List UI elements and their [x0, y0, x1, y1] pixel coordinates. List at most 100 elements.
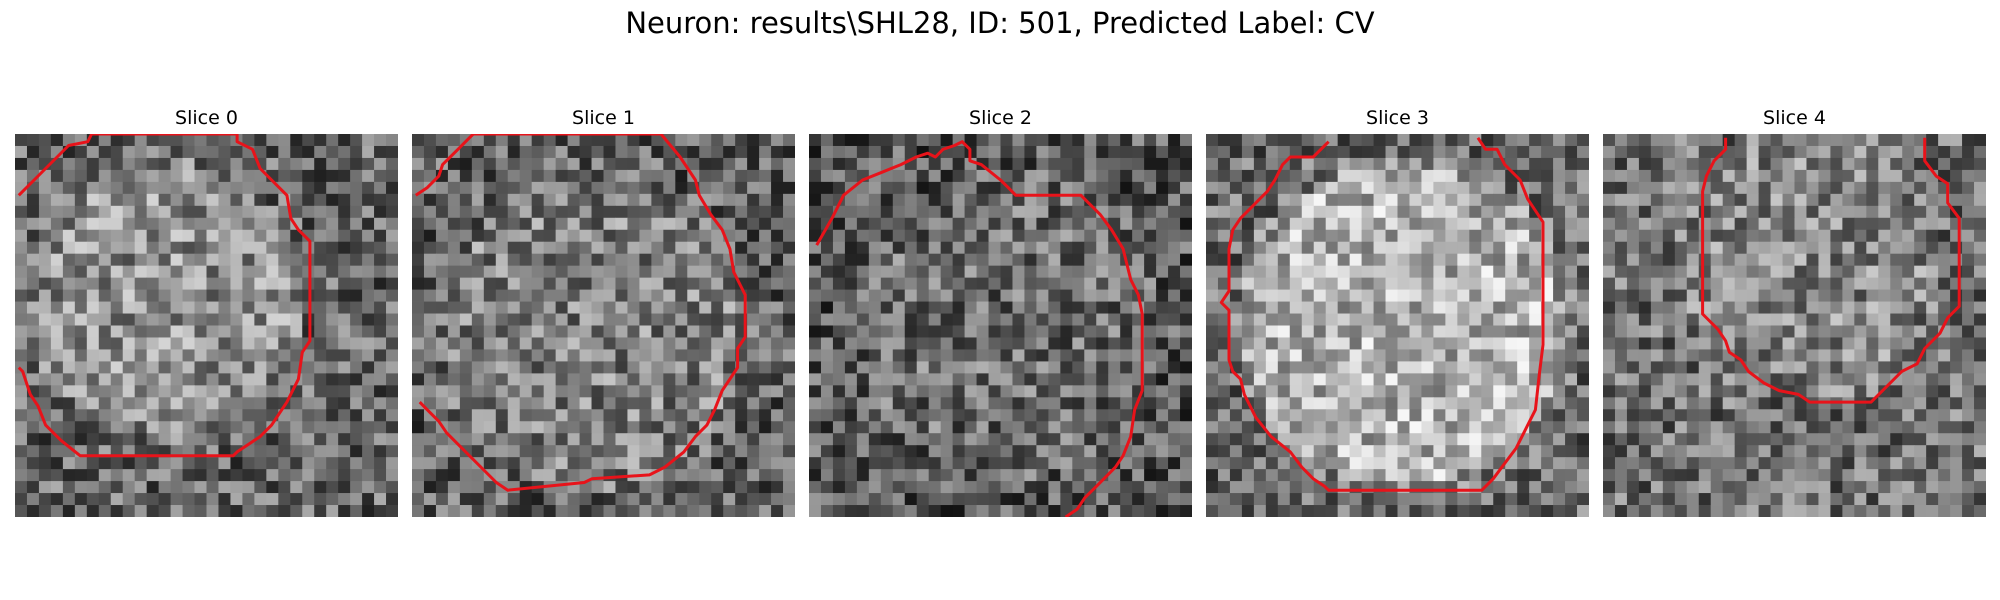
pixel: [1012, 385, 1025, 398]
pixel: [134, 193, 148, 207]
slice-title: Slice 2: [969, 107, 1032, 129]
pixel: [350, 457, 363, 470]
pixel: [1541, 445, 1554, 458]
pixel: [1577, 313, 1589, 326]
pixel: [809, 493, 822, 506]
pixel: [1421, 289, 1434, 302]
pixel: [1662, 205, 1676, 219]
pixel: [976, 421, 989, 434]
pixel: [1614, 337, 1628, 350]
pixel: [182, 205, 195, 219]
pixel: [820, 301, 834, 314]
pixel: [1084, 361, 1097, 374]
pixel: [531, 217, 545, 231]
pixel: [146, 229, 160, 243]
pixel: [1638, 445, 1652, 458]
pixel: [386, 397, 398, 410]
pixel: [98, 301, 112, 314]
pixel: [1012, 301, 1025, 314]
pixel: [1854, 373, 1867, 386]
pixel: [495, 397, 509, 410]
pixel: [483, 373, 497, 386]
pixel: [230, 409, 243, 422]
pixel: [362, 397, 375, 410]
pixel: [146, 277, 160, 290]
pixel: [531, 457, 545, 470]
pixel: [483, 229, 497, 243]
pixel: [771, 277, 784, 290]
pixel: [302, 193, 315, 207]
pixel: [1698, 349, 1712, 362]
pixel: [1397, 445, 1410, 458]
pixel: [1650, 325, 1664, 338]
pixel: [302, 349, 315, 362]
pixel: [1253, 337, 1267, 350]
pixel: [1878, 277, 1891, 290]
pixel: [1662, 349, 1676, 362]
pixel: [1337, 409, 1351, 422]
pixel: [1457, 505, 1470, 517]
pixel: [314, 265, 327, 279]
pixel: [1890, 445, 1903, 458]
pixel: [15, 253, 28, 267]
pixel: [1301, 397, 1315, 410]
pixel: [988, 361, 1001, 374]
pixel: [86, 277, 100, 290]
pixel: [1012, 373, 1025, 386]
pixel: [1217, 409, 1231, 422]
pixel: [976, 445, 989, 458]
pixel: [1253, 134, 1267, 147]
pixel: [1265, 349, 1279, 362]
pixel: [134, 241, 148, 255]
pixel: [1337, 313, 1351, 326]
pixel: [651, 277, 664, 290]
pixel: [675, 457, 688, 470]
pixel: [435, 349, 449, 362]
pixel: [1505, 193, 1518, 207]
pixel: [254, 301, 267, 314]
pixel: [1253, 469, 1267, 482]
pixel: [952, 493, 965, 506]
slice-image-3: [1206, 134, 1589, 517]
pixel: [1325, 157, 1339, 171]
pixel: [230, 397, 243, 410]
pixel: [940, 409, 954, 422]
pixel: [1072, 181, 1085, 195]
pixel: [1457, 145, 1470, 159]
pixel: [627, 169, 640, 183]
pixel: [940, 134, 954, 147]
pixel: [182, 157, 195, 171]
pixel: [1806, 361, 1819, 374]
pixel: [1517, 205, 1530, 219]
pixel: [1385, 373, 1398, 386]
pixel: [362, 349, 375, 362]
pixel: [1000, 169, 1013, 183]
pixel: [350, 229, 363, 243]
pixel: [254, 289, 267, 302]
pixel: [1565, 505, 1578, 517]
pixel: [1842, 217, 1855, 231]
pixel: [880, 289, 894, 302]
pixel: [435, 253, 449, 267]
pixel: [1229, 325, 1243, 338]
pixel: [1457, 169, 1470, 183]
pixel: [771, 157, 784, 171]
pixel: [1096, 505, 1109, 517]
pixel: [459, 421, 473, 434]
pixel: [122, 493, 136, 506]
pixel: [74, 457, 88, 470]
pixel: [1433, 157, 1446, 171]
pixel: [15, 217, 28, 231]
pixel: [1650, 313, 1664, 326]
pixel: [531, 181, 545, 195]
pixel: [1481, 157, 1494, 171]
pixel: [1734, 457, 1748, 470]
pixel: [832, 253, 846, 267]
pixel: [543, 181, 557, 195]
pixel: [1301, 265, 1315, 279]
pixel: [1662, 325, 1676, 338]
pixel: [1120, 337, 1133, 350]
pixel: [1206, 134, 1219, 147]
pixel: [134, 205, 148, 219]
pixel: [338, 169, 351, 183]
